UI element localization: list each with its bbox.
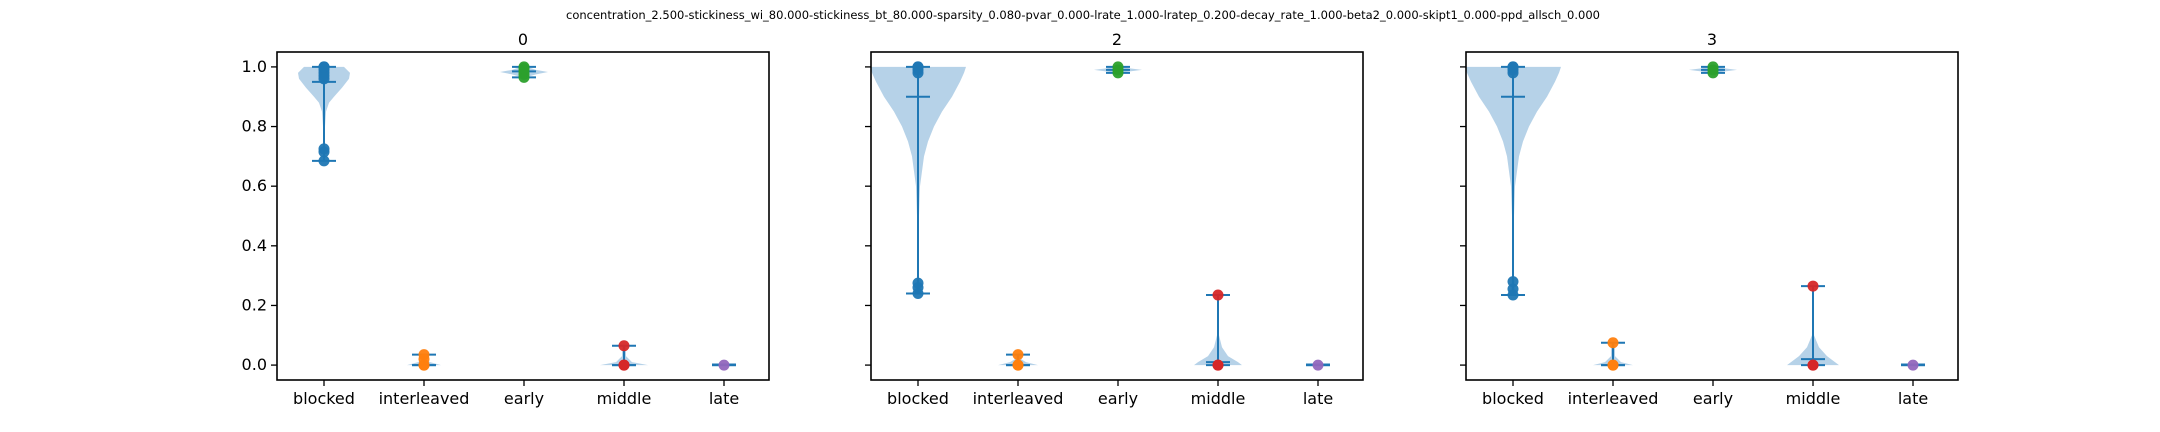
violin-blocked [870,61,966,300]
violin-late [712,359,736,371]
data-point [318,155,330,167]
violin-early [1689,61,1737,79]
axes-frame [1465,51,1959,381]
data-point [1807,280,1819,292]
x-tick-label: late [1303,389,1333,408]
x-tick-label: blocked [293,389,355,408]
figure-suptitle: concentration_2.500-stickiness_wi_80.000… [566,8,1600,22]
panel-0: 0 blocked interleaved early middle late 0.0 0.2… [242,30,770,408]
data-point [318,143,330,155]
data-point [912,277,924,289]
panel-1: 2 blocked interleaved early middle late [865,30,1364,408]
data-point [1607,337,1619,349]
violin-middle [600,340,648,371]
data-point [318,61,330,73]
violin-panels: 0 blocked interleaved early middle late 0.0 0.2… [242,30,1959,408]
violin-interleaved [998,349,1038,371]
violin-blocked [298,61,350,167]
violin-late [1306,359,1330,371]
data-point [618,340,630,352]
panel-title: 0 [518,30,528,49]
y-tick-label: 0.4 [242,236,267,255]
data-point [1807,359,1819,371]
data-point [912,61,924,73]
x-tick-label: blocked [887,389,949,408]
violin-blocked [1465,61,1561,301]
data-point [1012,359,1024,371]
x-tick-label: early [1098,389,1138,408]
x-tick-label: early [1693,389,1733,408]
data-point [1907,359,1919,371]
axes-frame [870,51,1364,381]
data-point [518,61,530,73]
data-point [1312,359,1324,371]
x-tick-label: late [709,389,739,408]
panel-2: 3 blocked interleaved early middle late [1460,30,1959,408]
y-tick-label: 0.6 [242,176,267,195]
x-tick-label: interleaved [973,389,1064,408]
y-tick-label: 0.0 [242,355,267,374]
data-point [718,359,730,371]
data-point [418,349,430,361]
x-tick-label: interleaved [1568,389,1659,408]
data-point [1507,276,1519,288]
data-point [1212,289,1224,301]
violin-interleaved [407,349,441,371]
data-point [1507,61,1519,73]
violin-middle [1787,280,1839,371]
x-tick-label: early [504,389,544,408]
x-tick-label: middle [1191,389,1246,408]
axes-frame [276,51,770,381]
data-point [1012,349,1024,361]
data-point [1112,61,1124,73]
panel-title: 2 [1112,30,1122,49]
violin-early [1094,61,1142,79]
data-point [1607,359,1619,371]
panel-title: 3 [1707,30,1717,49]
y-tick-label: 0.8 [242,117,267,136]
data-point [618,359,630,371]
x-tick-label: late [1898,389,1928,408]
x-tick-label: blocked [1482,389,1544,408]
violin-interleaved [1593,337,1633,371]
violin-late [1901,359,1925,371]
violin-middle [1194,289,1242,371]
y-tick-label: 0.2 [242,295,267,314]
data-point [1707,61,1719,73]
x-tick-label: middle [1786,389,1841,408]
y-tick-label: 1.0 [242,57,267,76]
x-tick-label: middle [597,389,652,408]
x-tick-label: interleaved [379,389,470,408]
data-point [1212,359,1224,371]
violin-early [500,61,548,83]
